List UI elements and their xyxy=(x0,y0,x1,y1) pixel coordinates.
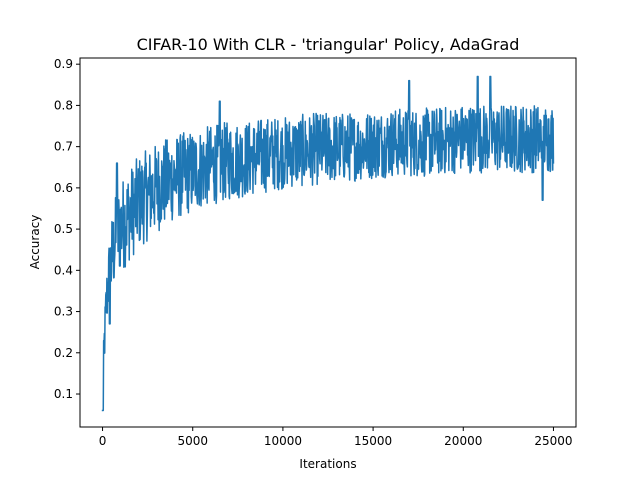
y-tick-label: 0.6 xyxy=(54,181,73,195)
x-axis-label: Iterations xyxy=(299,457,356,471)
x-tick-label: 15000 xyxy=(354,434,392,448)
y-tick-label: 0.8 xyxy=(54,98,73,112)
chart-title: CIFAR-10 With CLR - 'triangular' Policy,… xyxy=(137,35,520,54)
x-tick-label: 10000 xyxy=(264,434,302,448)
series-line-0 xyxy=(101,75,555,412)
y-axis-label: Accuracy xyxy=(28,215,42,270)
x-tick-label: 25000 xyxy=(534,434,572,448)
x-tick-label: 5000 xyxy=(177,434,208,448)
plot-area xyxy=(101,75,555,412)
y-tick-label: 0.5 xyxy=(54,222,73,236)
y-tick-label: 0.3 xyxy=(54,305,73,319)
x-tick-label: 20000 xyxy=(444,434,482,448)
y-tick-label: 0.7 xyxy=(54,140,73,154)
y-tick-label: 0.4 xyxy=(54,263,73,277)
axes-frame xyxy=(79,57,577,428)
y-tick-label: 0.9 xyxy=(54,57,73,71)
x-tick-label: 0 xyxy=(99,434,107,448)
y-tick-label: 0.2 xyxy=(54,346,73,360)
axes: 0 5000 10000 15000 20000 25000 0.1 0.2 0.3 0.4 0.5… xyxy=(54,57,577,448)
y-tick-label: 0.1 xyxy=(54,387,73,401)
